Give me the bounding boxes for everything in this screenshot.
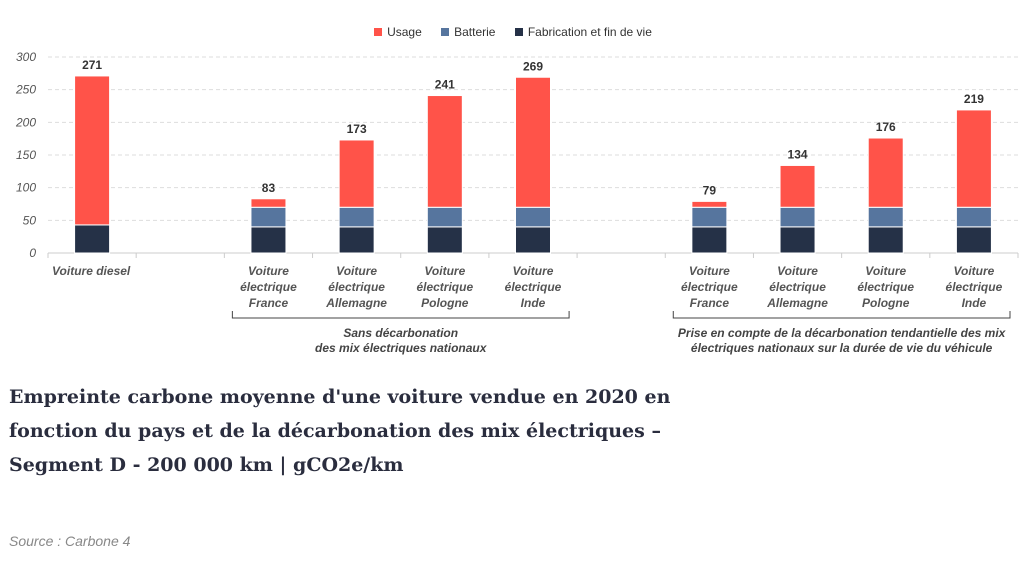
bar-segment <box>250 198 287 208</box>
x-tick-label: Voiture diesel <box>52 264 131 278</box>
data-label: 269 <box>523 59 543 73</box>
source-note: Source : Carbone 4 <box>9 533 131 549</box>
x-tick-label: électrique <box>946 280 1003 294</box>
bar-segment <box>779 226 816 254</box>
legend-batterie[interactable]: Batterie <box>441 25 495 39</box>
bar-segment <box>74 75 111 226</box>
bar-segment <box>515 76 551 208</box>
chart-title: Empreinte carbone moyenne d'une voiture … <box>9 386 671 476</box>
bar-segment <box>955 109 992 208</box>
x-tick-label: électrique <box>857 280 914 294</box>
y-tick-label: 250 <box>15 83 36 97</box>
legend: Usage Batterie Fabrication et fin de vie <box>0 25 1026 39</box>
group-label: Sans décarbonation <box>343 326 458 340</box>
y-tick-label: 300 <box>16 50 36 64</box>
bar-segment <box>691 200 728 208</box>
y-tick-label: 100 <box>16 181 36 195</box>
x-tick-label: Voiture <box>248 264 289 278</box>
bar-segment <box>515 226 551 254</box>
group-label: des mix électriques nationaux <box>315 341 488 355</box>
x-tick-label: Voiture <box>689 264 730 278</box>
x-tick-label: France <box>249 296 289 310</box>
x-tick-label: électrique <box>681 280 738 294</box>
x-tick-label: Pologne <box>421 296 469 310</box>
legend-swatch <box>374 28 383 36</box>
bar-segment <box>338 139 375 208</box>
data-label: 173 <box>347 122 367 136</box>
bar-segment <box>426 226 463 254</box>
x-tick-label: Voiture <box>777 264 818 278</box>
x-tick-label: Voiture <box>865 264 906 278</box>
y-tick-label: 0 <box>29 246 36 260</box>
y-tick-label: 150 <box>16 148 36 162</box>
legend-label: Fabrication et fin de vie <box>527 25 652 39</box>
x-tick-label: Inde <box>962 296 987 310</box>
data-label: 79 <box>703 183 717 197</box>
bar-segment <box>691 226 728 254</box>
bar-segment <box>426 95 463 208</box>
bar-segment <box>515 206 551 228</box>
data-label: 83 <box>262 181 276 195</box>
bar-segment <box>779 206 816 228</box>
bar-segment <box>779 164 816 208</box>
data-label: 176 <box>876 120 896 134</box>
bar-chart: 0 50 100 150 200 250 300 271 Voiture diesel 83 Voi… <box>15 50 1019 355</box>
bar-segment <box>250 226 287 254</box>
bar-segment <box>250 206 287 228</box>
x-tick-label: électrique <box>416 280 473 294</box>
x-tick-label: Allemagne <box>325 296 387 310</box>
y-tick-label: 50 <box>23 213 37 227</box>
legend-label: Usage <box>387 25 422 39</box>
x-tick-label: Voiture <box>953 264 994 278</box>
x-tick-label: Voiture <box>513 264 554 278</box>
x-tick-label: électrique <box>328 280 385 294</box>
legend-fabrication[interactable]: Fabrication et fin de vie <box>514 25 652 39</box>
bar-segment <box>955 206 992 228</box>
data-label: 271 <box>82 58 102 72</box>
data-label: 219 <box>964 92 984 106</box>
x-tick-label: Voiture <box>424 264 465 278</box>
data-label: 134 <box>788 147 808 161</box>
bar-segment <box>338 226 375 254</box>
group-label: électriques nationaux sur la durée de vi… <box>691 341 993 355</box>
x-tick-label: Allemagne <box>766 296 828 310</box>
bar-segment <box>691 206 728 228</box>
legend-usage[interactable]: Usage <box>374 25 422 39</box>
x-tick-label: électrique <box>240 280 297 294</box>
group-bracket <box>231 311 570 319</box>
x-tick-label: Voiture <box>336 264 377 278</box>
x-tick-label: électrique <box>769 280 826 294</box>
legend-swatch <box>514 28 523 36</box>
x-tick-label: électrique <box>505 280 562 294</box>
x-tick-label: France <box>690 296 730 310</box>
bar-segment <box>338 206 375 228</box>
x-tick-label: Inde <box>521 296 546 310</box>
group-bracket <box>672 311 1011 319</box>
legend-swatch <box>441 28 450 36</box>
bar-segment <box>426 206 463 228</box>
bar-segment <box>867 206 904 228</box>
bar-segment <box>867 226 904 254</box>
legend-label: Batterie <box>454 25 496 39</box>
bar-segment <box>867 137 904 208</box>
y-tick-label: 200 <box>15 115 36 129</box>
data-label: 241 <box>435 78 455 92</box>
bar-segment <box>955 226 992 254</box>
bar-segment <box>74 224 111 254</box>
group-label: Prise en compte de la décarbonation tend… <box>678 326 1007 340</box>
x-tick-label: Pologne <box>862 296 910 310</box>
